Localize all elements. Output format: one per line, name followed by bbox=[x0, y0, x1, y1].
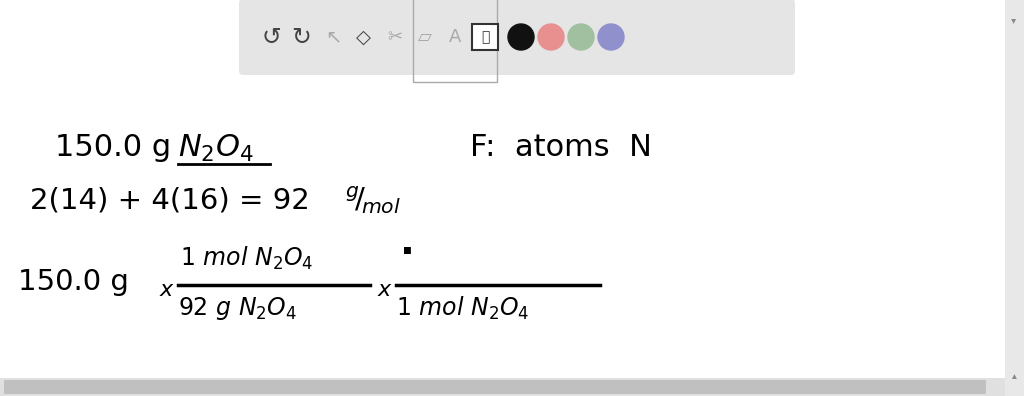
FancyBboxPatch shape bbox=[239, 0, 795, 75]
Text: $N_2O_4$: $N_2O_4$ bbox=[178, 132, 254, 164]
Circle shape bbox=[568, 24, 594, 50]
Text: ◇: ◇ bbox=[355, 27, 371, 46]
Text: 2(14) + 4(16) = 92: 2(14) + 4(16) = 92 bbox=[30, 186, 319, 214]
Text: x: x bbox=[378, 280, 391, 300]
FancyBboxPatch shape bbox=[4, 380, 986, 394]
Text: ✂: ✂ bbox=[387, 28, 402, 46]
Bar bbox=[0, 378, 1005, 396]
Bar bbox=[1005, 0, 1024, 396]
Text: F:  atoms  N: F: atoms N bbox=[470, 133, 652, 162]
Circle shape bbox=[508, 24, 534, 50]
Text: $1\ mol\ N_2O_4$: $1\ mol\ N_2O_4$ bbox=[396, 294, 529, 322]
Circle shape bbox=[598, 24, 624, 50]
Text: x: x bbox=[160, 280, 173, 300]
Text: ·: · bbox=[400, 234, 415, 272]
Text: $92\ g\ N_2O_4$: $92\ g\ N_2O_4$ bbox=[178, 295, 297, 322]
Text: ▸: ▸ bbox=[1009, 373, 1019, 379]
Text: $^g\!/_{\!mol}$: $^g\!/_{\!mol}$ bbox=[345, 185, 401, 215]
Text: A: A bbox=[449, 28, 461, 46]
Text: 🏔: 🏔 bbox=[481, 30, 489, 44]
Text: ▱: ▱ bbox=[418, 28, 432, 46]
Text: ↻: ↻ bbox=[291, 25, 311, 49]
Text: ↺: ↺ bbox=[261, 25, 281, 49]
Text: $1\ mol\ N_2O_4$: $1\ mol\ N_2O_4$ bbox=[180, 244, 313, 272]
Circle shape bbox=[538, 24, 564, 50]
Text: 150.0 g: 150.0 g bbox=[55, 133, 181, 162]
Text: ▸: ▸ bbox=[1009, 17, 1019, 23]
Text: 150.0 g: 150.0 g bbox=[18, 268, 129, 296]
FancyBboxPatch shape bbox=[472, 24, 498, 50]
Text: ↖: ↖ bbox=[325, 27, 341, 46]
